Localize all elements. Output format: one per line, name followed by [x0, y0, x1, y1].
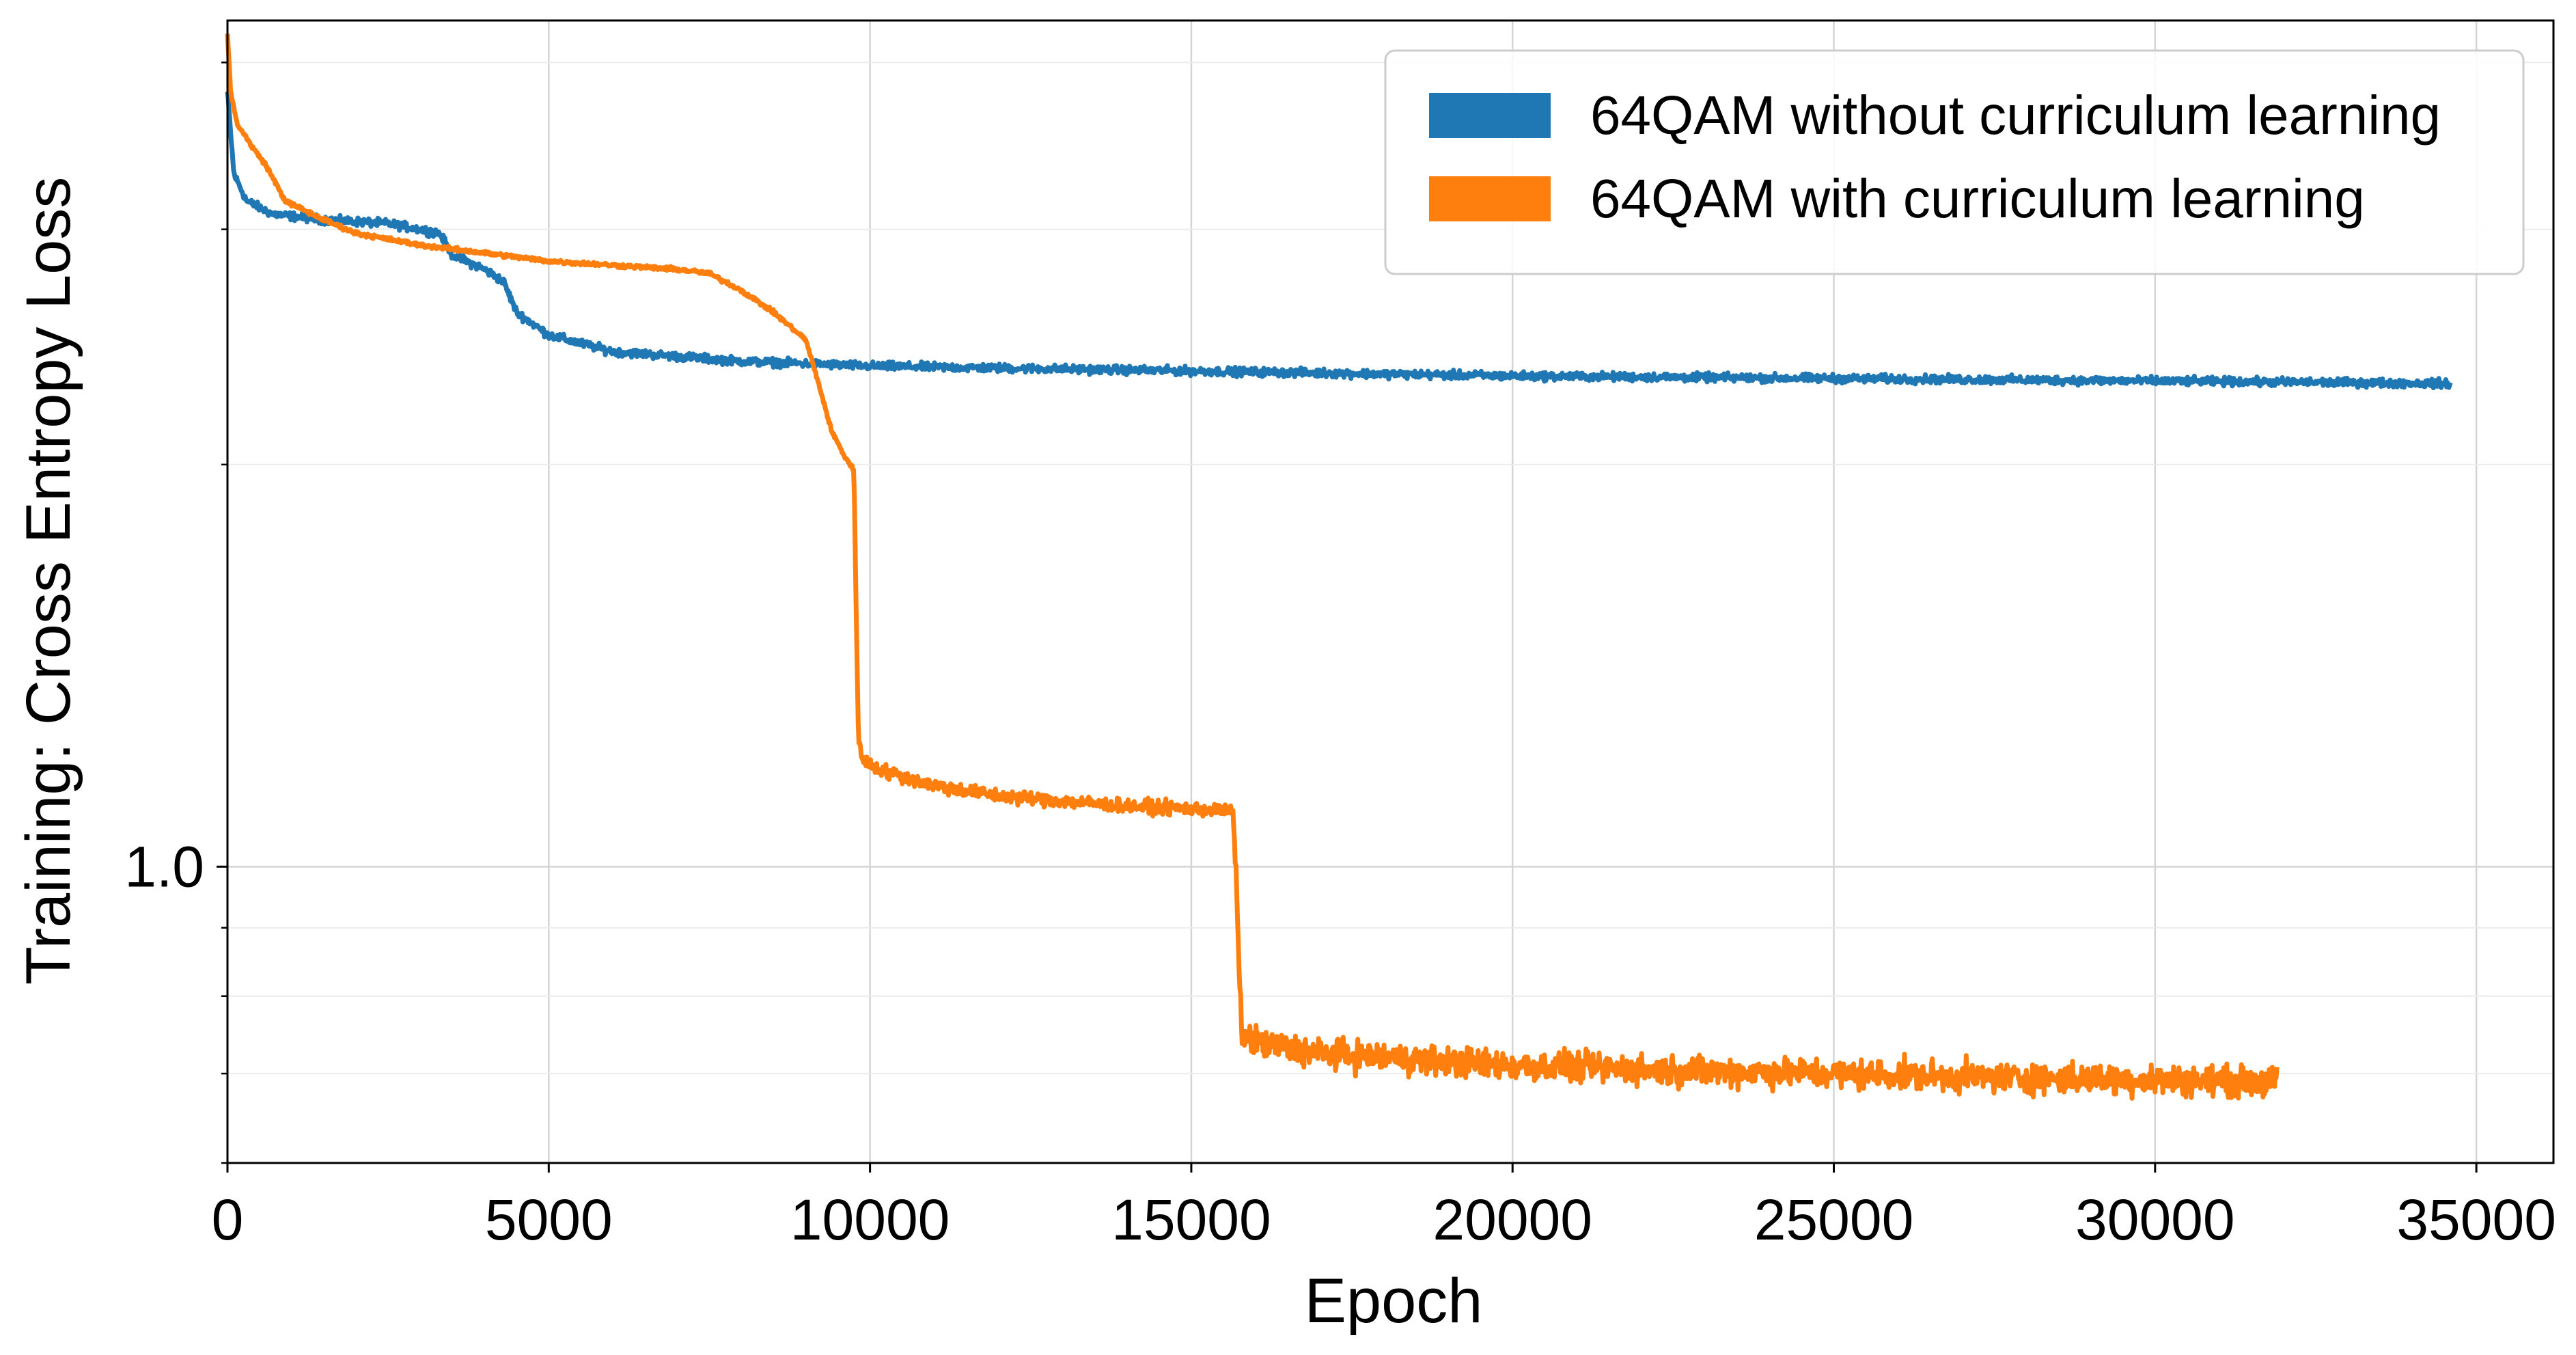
x-tick-label: 30000 — [2075, 1188, 2235, 1252]
x-tick-label: 35000 — [2396, 1188, 2556, 1252]
x-tick-label: 0 — [212, 1188, 244, 1252]
y-axis-title: Training: Cross Entropy Loss — [14, 177, 83, 985]
data-series — [225, 33, 2453, 1101]
tick-marks: 0 5000 10000 15000 20000 25000 30000 35000 1.0 — [124, 61, 2556, 1252]
x-tick-label: 15000 — [1111, 1188, 1271, 1252]
x-tick-label: 20000 — [1432, 1188, 1592, 1252]
series-line-1 — [225, 92, 2453, 391]
x-tick-label: 5000 — [485, 1188, 613, 1252]
x-tick-label: 10000 — [790, 1188, 950, 1252]
axes — [226, 19, 2555, 1164]
x-tick-label: 25000 — [1754, 1188, 1914, 1252]
legend: 64QAM without curriculum learning 64QAM w… — [1384, 49, 2525, 275]
legend-swatch-2 — [1429, 176, 1551, 221]
legend-box — [1384, 49, 2525, 275]
y-tick-label: 1.0 — [124, 834, 204, 899]
plot-frame — [226, 19, 2555, 1164]
legend-label-2: 64QAM with curriculum learning — [1590, 168, 2365, 229]
x-axis-title: Epoch — [1305, 1266, 1483, 1336]
series-line-2 — [225, 33, 2280, 1101]
legend-label-1: 64QAM without curriculum learning — [1590, 85, 2441, 146]
legend-swatch-1 — [1429, 93, 1551, 138]
